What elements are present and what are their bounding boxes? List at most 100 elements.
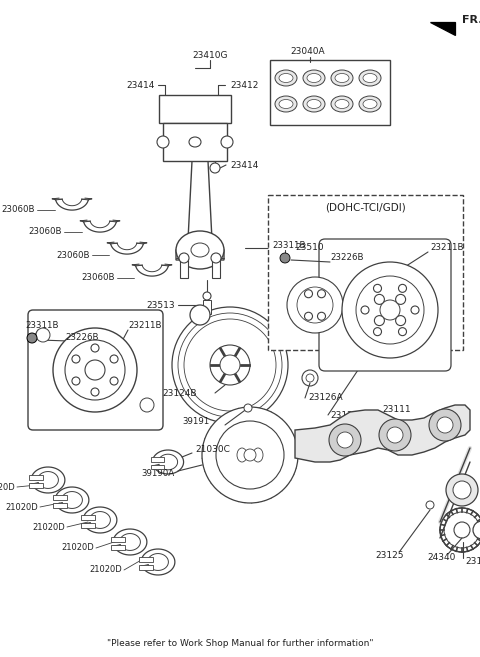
Ellipse shape xyxy=(335,99,349,108)
Circle shape xyxy=(36,328,50,342)
Circle shape xyxy=(297,287,333,323)
Text: 39191: 39191 xyxy=(183,417,210,426)
Circle shape xyxy=(446,474,478,506)
Circle shape xyxy=(396,315,406,326)
Circle shape xyxy=(426,501,434,509)
Circle shape xyxy=(202,407,298,503)
Ellipse shape xyxy=(363,74,377,83)
Bar xyxy=(111,545,125,550)
Text: 21020D: 21020D xyxy=(89,566,122,574)
Circle shape xyxy=(373,284,382,292)
Circle shape xyxy=(210,345,250,385)
Bar xyxy=(151,457,164,462)
Ellipse shape xyxy=(307,74,321,83)
Text: 23060B: 23060B xyxy=(1,206,35,214)
Text: 23412: 23412 xyxy=(230,81,258,89)
Circle shape xyxy=(65,340,125,400)
Circle shape xyxy=(220,355,240,375)
Bar xyxy=(81,523,96,528)
Circle shape xyxy=(280,253,290,263)
Text: 23410G: 23410G xyxy=(192,51,228,60)
Bar xyxy=(159,95,231,123)
Circle shape xyxy=(398,328,407,336)
Circle shape xyxy=(302,370,318,386)
Text: "Please refer to Work Shop Manual for further information": "Please refer to Work Shop Manual for fu… xyxy=(107,639,373,648)
Text: 23211B: 23211B xyxy=(430,244,464,252)
Text: 23226B: 23226B xyxy=(330,254,363,263)
Bar xyxy=(53,503,67,508)
Text: 21020D: 21020D xyxy=(0,482,15,491)
Text: 39190A: 39190A xyxy=(142,468,175,478)
Text: 21020D: 21020D xyxy=(32,522,65,532)
Circle shape xyxy=(364,342,376,354)
Circle shape xyxy=(27,333,37,343)
Ellipse shape xyxy=(275,96,297,112)
Circle shape xyxy=(172,307,288,423)
Circle shape xyxy=(91,388,99,396)
Bar xyxy=(29,475,43,480)
Text: 23513: 23513 xyxy=(146,300,175,309)
Circle shape xyxy=(53,328,137,412)
Circle shape xyxy=(317,312,325,320)
Circle shape xyxy=(374,315,384,326)
Circle shape xyxy=(244,449,256,461)
Circle shape xyxy=(437,417,453,433)
Bar xyxy=(139,565,153,570)
Circle shape xyxy=(374,294,384,304)
Circle shape xyxy=(157,136,169,148)
Ellipse shape xyxy=(331,70,353,86)
Circle shape xyxy=(361,306,369,314)
Bar xyxy=(111,537,125,542)
Text: 23127B: 23127B xyxy=(330,411,365,420)
Circle shape xyxy=(380,300,400,320)
Circle shape xyxy=(91,344,99,352)
Text: 21030C: 21030C xyxy=(195,445,230,455)
Circle shape xyxy=(337,432,353,448)
Text: (DOHC-TCI/GDI): (DOHC-TCI/GDI) xyxy=(324,202,406,212)
Text: 23125: 23125 xyxy=(376,551,404,560)
Bar xyxy=(270,60,390,125)
Ellipse shape xyxy=(335,74,349,83)
Circle shape xyxy=(304,312,312,320)
Bar xyxy=(151,464,164,469)
Circle shape xyxy=(179,253,189,263)
Circle shape xyxy=(306,374,314,382)
Text: 23211B: 23211B xyxy=(128,321,161,330)
Bar xyxy=(212,258,220,278)
Circle shape xyxy=(210,163,220,173)
Ellipse shape xyxy=(359,70,381,86)
Circle shape xyxy=(317,290,325,298)
Text: 23311B: 23311B xyxy=(25,321,59,330)
Polygon shape xyxy=(295,405,470,462)
Text: 23120: 23120 xyxy=(465,558,480,566)
Circle shape xyxy=(203,292,211,300)
Circle shape xyxy=(453,481,471,499)
Text: 23311B: 23311B xyxy=(272,240,305,250)
Text: 23414: 23414 xyxy=(127,81,155,89)
FancyBboxPatch shape xyxy=(28,310,163,430)
Circle shape xyxy=(85,360,105,380)
FancyBboxPatch shape xyxy=(319,239,451,371)
Ellipse shape xyxy=(253,448,263,462)
Bar xyxy=(163,123,227,161)
Circle shape xyxy=(329,424,361,456)
Text: 23124B: 23124B xyxy=(163,388,197,397)
Ellipse shape xyxy=(331,96,353,112)
Text: 23060B: 23060B xyxy=(82,273,115,283)
Bar xyxy=(268,195,463,350)
Polygon shape xyxy=(176,161,224,260)
Circle shape xyxy=(211,253,221,263)
Circle shape xyxy=(72,377,80,385)
Text: 23111: 23111 xyxy=(382,405,410,415)
Circle shape xyxy=(110,355,118,363)
Circle shape xyxy=(244,404,252,412)
Bar xyxy=(180,258,188,278)
Ellipse shape xyxy=(363,99,377,108)
Circle shape xyxy=(398,284,407,292)
Text: 21020D: 21020D xyxy=(61,543,94,553)
Text: A: A xyxy=(479,526,480,535)
Circle shape xyxy=(473,521,480,539)
Circle shape xyxy=(429,409,461,441)
Circle shape xyxy=(387,427,403,443)
Text: 21020D: 21020D xyxy=(5,503,38,512)
